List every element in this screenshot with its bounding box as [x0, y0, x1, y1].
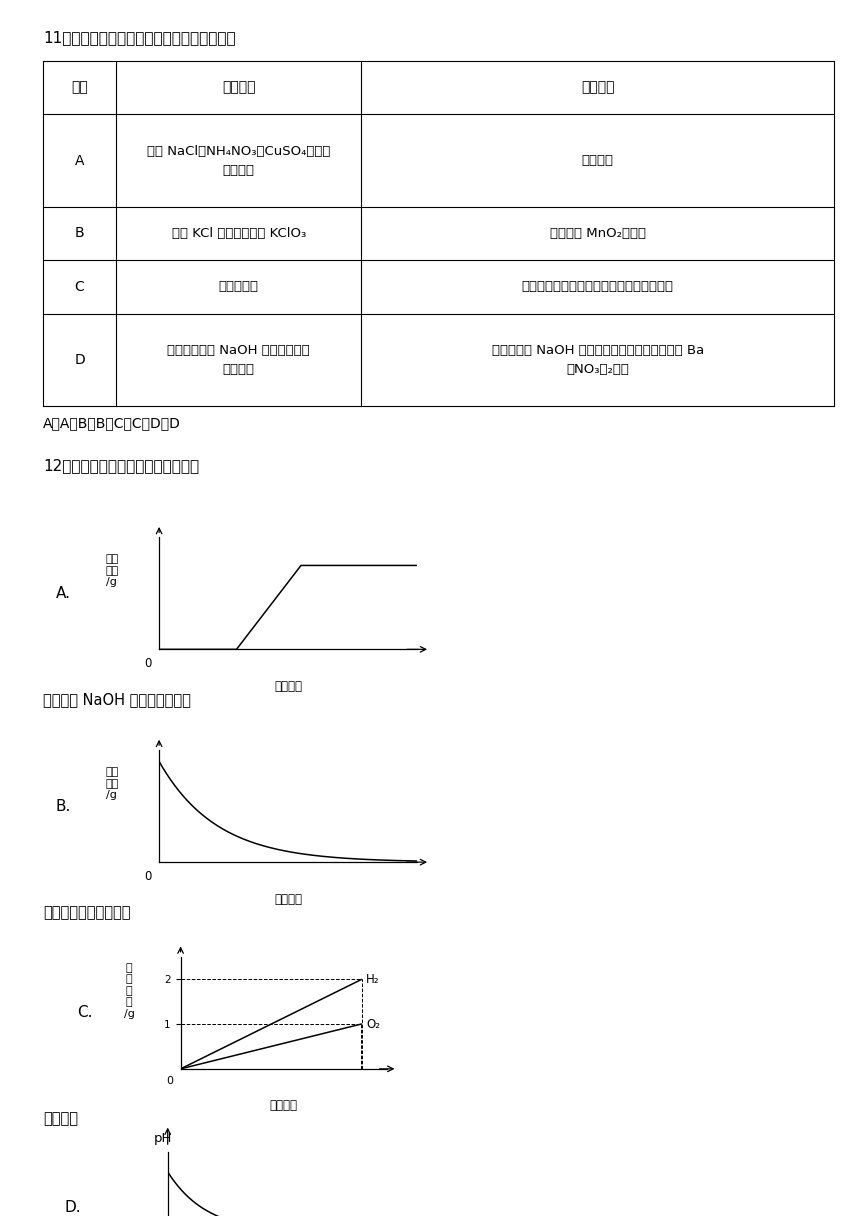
Text: C.: C.: [77, 1006, 93, 1020]
Text: 0: 0: [144, 869, 151, 883]
Text: B.: B.: [56, 799, 71, 814]
Text: 12．下列图象关系合理的是（　　）: 12．下列图象关系合理的是（ ）: [43, 458, 200, 473]
Text: 水的电解: 水的电解: [43, 1111, 78, 1126]
Text: 加入少量 MnO₂，加热: 加入少量 MnO₂，加热: [550, 227, 646, 240]
Text: 鉴别 NaCl、NH₄NO₃、CuSO₄、三种
白色固体: 鉴别 NaCl、NH₄NO₃、CuSO₄、三种 白色固体: [147, 145, 330, 176]
Text: 除去 KCl 固体中的杂质 KClO₃: 除去 KCl 固体中的杂质 KClO₃: [171, 227, 306, 240]
Text: D: D: [74, 353, 85, 367]
Text: 选项: 选项: [71, 80, 88, 95]
Text: 在久置的 NaOH 溶液中滴加盐酸: 在久置的 NaOH 溶液中滴加盐酸: [43, 692, 191, 706]
Text: B: B: [75, 226, 84, 241]
Text: 稀释浓硫酸: 稀释浓硫酸: [218, 281, 259, 293]
Text: 实验方法: 实验方法: [581, 80, 614, 95]
Text: 向稀硫酸与 NaOH 溶液反应后所得的溶液中滴加 Ba
（NO₃）₂溶液: 向稀硫酸与 NaOH 溶液反应后所得的溶液中滴加 Ba （NO₃）₂溶液: [492, 344, 703, 376]
Text: A.: A.: [56, 586, 71, 601]
Text: 0: 0: [166, 1076, 173, 1086]
Text: 11．下列实验方法能达到实验目的是（　　）: 11．下列实验方法能达到实验目的是（ ）: [43, 30, 236, 45]
Text: 将水沿器壁慢慢注入浓硫酸中，并不断搨拌: 将水沿器壁慢慢注入浓硫酸中，并不断搨拌: [522, 281, 673, 293]
Text: 加水溶解: 加水溶解: [581, 154, 614, 167]
Text: 氢气
质量
/g: 氢气 质量 /g: [105, 767, 119, 800]
Text: A: A: [75, 153, 84, 168]
Text: 气体
质量
/g: 气体 质量 /g: [105, 554, 119, 587]
Text: H₂: H₂: [366, 973, 380, 986]
Text: A．A　B．B　C．C　D．D: A．A B．B C．C D．D: [43, 416, 181, 430]
Text: O₂: O₂: [366, 1018, 380, 1031]
Text: 反应时间: 反应时间: [274, 680, 302, 693]
Text: pH: pH: [154, 1132, 173, 1145]
Text: 实验目的: 实验目的: [222, 80, 255, 95]
Text: 反应时间: 反应时间: [270, 1099, 298, 1113]
Text: C: C: [75, 280, 84, 294]
Text: D.: D.: [64, 1200, 81, 1215]
Text: 锶加入足量的稀硫酸中: 锶加入足量的稀硫酸中: [43, 905, 131, 919]
Text: 气
体
质
量
/g: 气 体 质 量 /g: [124, 963, 134, 1019]
Text: 0: 0: [144, 657, 151, 670]
Text: 探究稀硫酸与 NaOH 溶液是否恰好
完全反应: 探究稀硫酸与 NaOH 溶液是否恰好 完全反应: [168, 344, 310, 376]
Text: 反应时间: 反应时间: [274, 893, 302, 906]
